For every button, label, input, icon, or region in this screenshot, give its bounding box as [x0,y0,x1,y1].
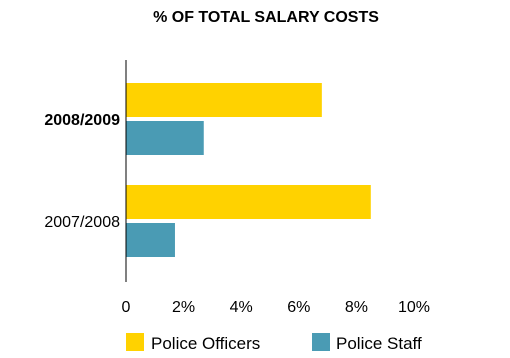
legend-label: Police Officers [151,334,260,353]
legend-label: Police Staff [336,334,422,353]
x-tick-label: 8% [345,299,368,316]
legend-swatch [312,333,330,351]
category-label: 2008/2009 [44,112,120,129]
bar-police-staff-0 [126,121,204,155]
x-tick-label: 10% [398,299,430,316]
bar-police-officers-0 [126,83,322,117]
x-tick-label: 2% [172,299,195,316]
chart-title: % OF TOTAL SALARY COSTS [153,9,379,26]
x-tick-label: 0 [122,299,131,316]
category-label: 2007/2008 [44,214,120,231]
legend: Police Officers Police Staff [126,333,422,353]
x-tick-label: 6% [287,299,310,316]
bar-police-officers-1 [126,185,371,219]
plot-area: 2008/2009 2007/2008 0 2% 4% 6% 8% 10% [44,60,430,316]
x-tick-label: 4% [230,299,253,316]
bar-police-staff-1 [126,223,175,257]
legend-swatch [126,333,144,351]
